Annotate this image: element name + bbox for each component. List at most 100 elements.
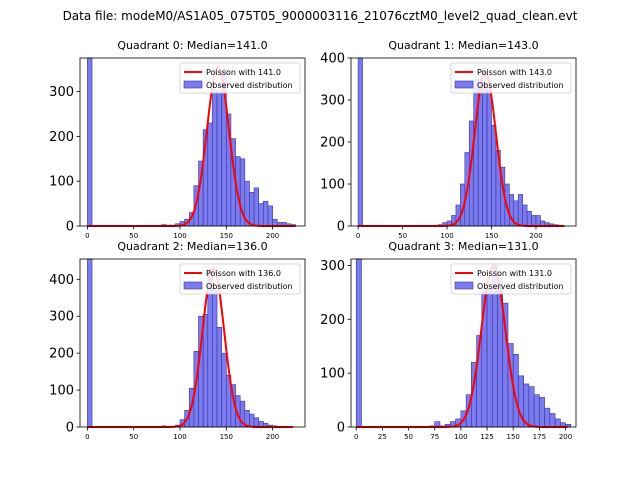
- histogram-bar: [272, 218, 278, 227]
- x-tick-label: 25: [378, 433, 387, 441]
- axes-frame: [79, 57, 306, 227]
- histogram-bar: [491, 124, 497, 227]
- legend-hist-label: Observed distribution: [477, 81, 564, 90]
- histogram-bar: [207, 122, 213, 227]
- x-tick-label: 0: [85, 433, 89, 441]
- histogram-bar: [249, 413, 255, 428]
- y-tick-label: 400: [320, 52, 345, 67]
- y-tick-label: 0: [337, 220, 345, 235]
- x-tick-label: 100: [454, 433, 467, 441]
- x-tick-label: 100: [173, 433, 186, 441]
- legend-box: [450, 62, 572, 94]
- axes-frame: [350, 258, 577, 428]
- legend: Poisson with 136.0 Observed distribution: [179, 263, 301, 295]
- legend-hist-label: Observed distribution: [206, 282, 293, 291]
- legend-box: [179, 62, 301, 94]
- legend-poisson-label: Poisson with 131.0: [477, 269, 552, 278]
- histogram-bar: [253, 187, 260, 227]
- quadrant-2-panel: Quadrant 2: Median=136.0 0 100 200 300 400 0 50…: [49, 240, 306, 441]
- legend-hist-swatch: [454, 80, 474, 89]
- y-tick-label: 300: [49, 310, 74, 325]
- x-tick-label: 175: [533, 433, 546, 441]
- x-tick-label: 200: [559, 433, 572, 441]
- y-tick-label: 0: [66, 421, 74, 436]
- x-tick-label: 200: [266, 232, 279, 240]
- quadrant-1-panel: Quadrant 1: Median=143.0 0 100 200 300 400 0 50…: [320, 39, 577, 240]
- histogram-bar: [212, 288, 218, 428]
- histogram-bar: [486, 87, 492, 227]
- histogram-bar: [528, 386, 535, 428]
- histogram-bar: [486, 289, 493, 428]
- y-tick-label: 200: [49, 347, 74, 362]
- x-tick-label: 150: [220, 433, 233, 441]
- quadrant-2-title: Quadrant 2: Median=136.0: [117, 240, 267, 253]
- y-tick-label: 100: [49, 384, 74, 399]
- x-tick-label: 200: [266, 433, 279, 441]
- histogram-bar: [554, 418, 561, 428]
- histogram-bar: [253, 417, 260, 428]
- histogram-bar: [355, 258, 362, 428]
- y-tick-label: 100: [320, 367, 345, 382]
- y-tick-label: 0: [66, 220, 74, 235]
- histogram-bar: [202, 314, 209, 428]
- legend-poisson-label: Poisson with 143.0: [477, 68, 552, 77]
- histogram-bar: [526, 211, 532, 227]
- legend-hist-swatch: [183, 80, 203, 89]
- y-tick-label: 100: [49, 175, 74, 190]
- x-tick-label: 0: [356, 232, 360, 240]
- histogram-bar: [249, 192, 255, 227]
- figure-title: Data file: modeM0/AS1A05_075T05_90000031…: [63, 9, 578, 23]
- x-tick-label: 50: [129, 433, 138, 441]
- x-tick-label: 100: [440, 232, 453, 240]
- quadrant-0-title: Quadrant 0: Median=141.0: [117, 39, 267, 52]
- x-tick-label: 100: [173, 232, 186, 240]
- x-tick-label: 150: [507, 433, 520, 441]
- histogram-bar: [263, 201, 269, 227]
- legend-poisson-label: Poisson with 136.0: [206, 269, 281, 278]
- legend-hist-swatch: [183, 281, 203, 290]
- quadrant-3-panel: Quadrant 3: Median=131.0 0 100 200 300 0 25 50 7…: [320, 240, 577, 441]
- histogram-bar: [535, 215, 541, 227]
- legend-hist-swatch: [454, 281, 474, 290]
- histogram-bar: [87, 258, 93, 428]
- histogram-bar: [87, 57, 93, 227]
- quadrant-0-panel: Quadrant 0: Median=141.0 0 100 200 300 0 50 100…: [49, 39, 306, 240]
- histogram-bar: [549, 413, 556, 428]
- histogram-bar: [357, 57, 363, 227]
- y-tick-label: 0: [337, 421, 345, 436]
- y-tick-label: 200: [320, 313, 345, 328]
- histogram-bar: [544, 407, 551, 428]
- x-tick-label: 150: [220, 232, 233, 240]
- legend-hist-label: Observed distribution: [206, 81, 293, 90]
- quadrant-3-title: Quadrant 3: Median=131.0: [388, 240, 538, 253]
- x-tick-label: 50: [404, 433, 413, 441]
- quadrant-1-title: Quadrant 1: Median=143.0: [388, 39, 538, 52]
- histogram-bar: [539, 397, 545, 428]
- histogram-bar: [517, 194, 523, 227]
- x-tick-label: 50: [129, 232, 138, 240]
- x-tick-label: 125: [480, 433, 493, 441]
- legend-box: [179, 263, 301, 295]
- x-tick-label: 0: [85, 232, 89, 240]
- legend: Poisson with 131.0 Observed distribution: [450, 263, 572, 295]
- y-tick-label: 300: [49, 85, 74, 100]
- y-tick-label: 200: [49, 130, 74, 145]
- histogram-bar: [216, 327, 222, 428]
- y-tick-label: 100: [320, 178, 345, 193]
- histogram-bar: [221, 352, 227, 428]
- legend: Poisson with 143.0 Observed distribution: [450, 62, 572, 94]
- histogram-bar: [531, 215, 537, 227]
- histogram-bar: [533, 394, 540, 428]
- histogram-bar: [216, 91, 222, 227]
- y-tick-label: 400: [49, 273, 74, 288]
- y-tick-label: 300: [320, 259, 345, 274]
- x-tick-label: 200: [529, 232, 542, 240]
- y-tick-label: 200: [320, 136, 345, 151]
- legend-poisson-label: Poisson with 141.0: [206, 68, 281, 77]
- histogram-bar: [522, 204, 528, 227]
- legend-hist-label: Observed distribution: [477, 282, 564, 291]
- x-tick-label: 150: [485, 232, 498, 240]
- y-tick-label: 300: [320, 94, 345, 109]
- histogram-bar: [258, 203, 264, 227]
